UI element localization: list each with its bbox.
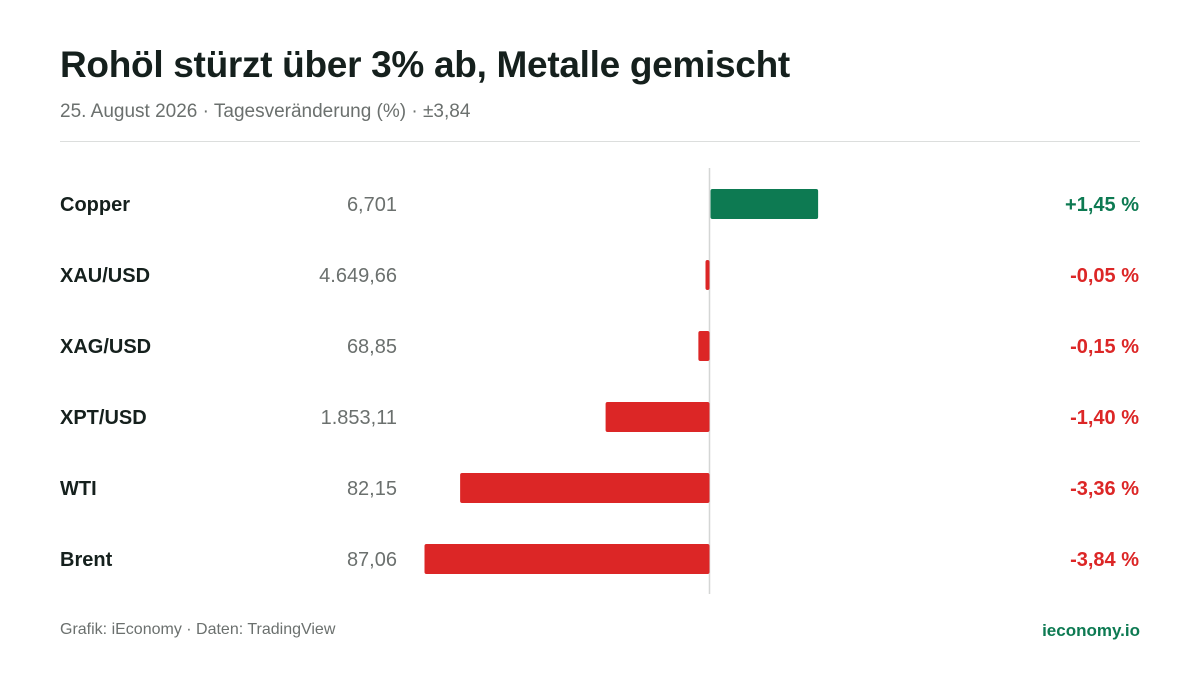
brand-link[interactable]: ieconomy.io — [1042, 621, 1140, 640]
change-label: +1,45 % — [1065, 194, 1139, 216]
row-price: 87,06 — [347, 549, 397, 571]
bar — [698, 331, 710, 361]
bar — [424, 544, 710, 574]
row-name: Brent — [60, 549, 113, 571]
row-price: 6,701 — [347, 194, 397, 216]
change-label: -0,15 % — [1070, 336, 1139, 358]
row-price: 68,85 — [347, 336, 397, 358]
row-name: Copper — [60, 194, 130, 216]
row-price: 1.853,11 — [321, 407, 397, 429]
change-label: -0,05 % — [1070, 265, 1139, 287]
header-divider — [60, 141, 1140, 142]
chart-title: Rohöl stürzt über 3% ab, Metalle gemisch… — [60, 44, 790, 85]
chart-subtitle: 25. August 2026 · Tagesveränderung (%) ·… — [60, 101, 471, 122]
row-name: XPT/USD — [60, 407, 147, 429]
row-price: 82,15 — [347, 478, 397, 500]
bar — [705, 260, 710, 290]
row-price: 4.649,66 — [319, 265, 397, 287]
change-label: -1,40 % — [1070, 407, 1139, 429]
bar — [460, 473, 710, 503]
bar — [605, 402, 710, 432]
change-label: -3,84 % — [1070, 549, 1139, 571]
source-credit: Grafik: iEconomy · Daten: TradingView — [60, 621, 336, 638]
bar — [710, 189, 819, 219]
row-name: XAU/USD — [60, 265, 150, 287]
change-label: -3,36 % — [1070, 478, 1139, 500]
row-name: WTI — [60, 478, 97, 500]
row-name: XAG/USD — [60, 336, 151, 358]
